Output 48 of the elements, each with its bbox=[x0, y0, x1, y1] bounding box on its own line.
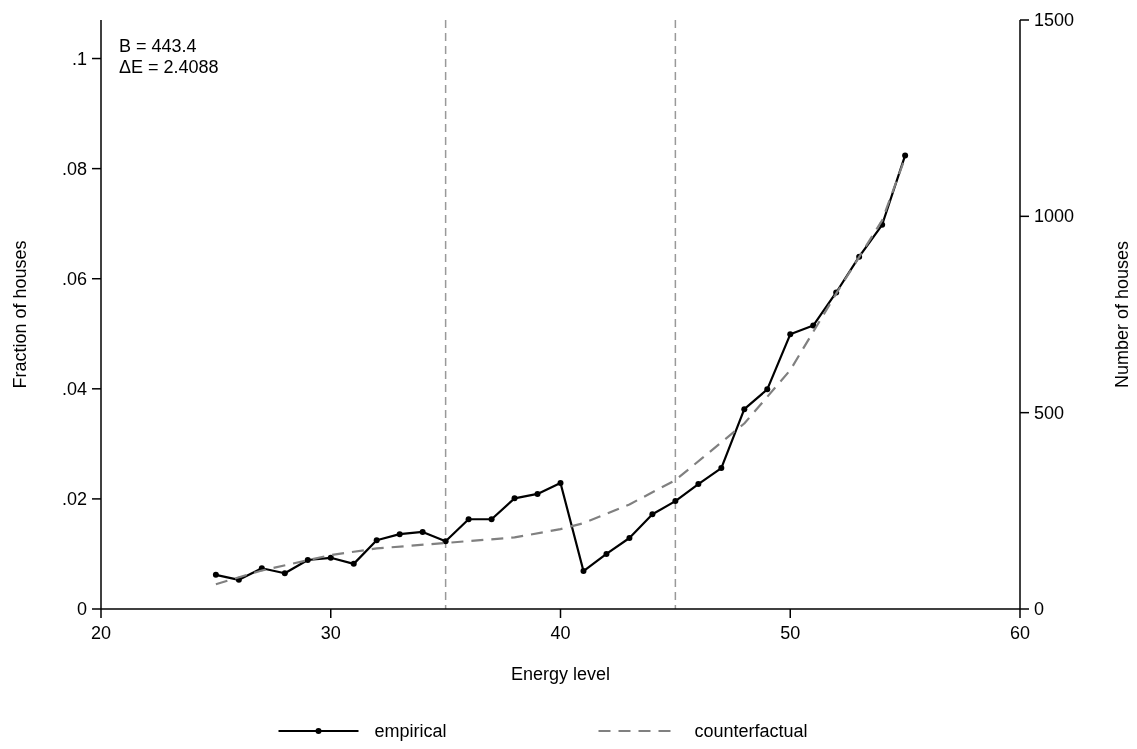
y2-tick-label: 1000 bbox=[1034, 206, 1075, 227]
point bbox=[902, 152, 909, 159]
y-tick-label: .02 bbox=[61, 488, 87, 509]
point bbox=[304, 557, 311, 564]
point bbox=[511, 495, 518, 502]
point bbox=[212, 571, 219, 578]
x-tick-label: 20 bbox=[90, 623, 112, 643]
point bbox=[327, 554, 334, 561]
x-axis-title: Energy level bbox=[510, 664, 611, 684]
point bbox=[741, 406, 748, 413]
y2-tick-label: 500 bbox=[1034, 402, 1065, 423]
point bbox=[281, 570, 288, 577]
y-tick-label: 0 bbox=[76, 599, 87, 619]
y2-axis-title: Number of houses bbox=[1112, 240, 1132, 389]
point bbox=[695, 481, 702, 488]
x-tick-label: 50 bbox=[780, 623, 801, 643]
point bbox=[373, 537, 380, 544]
point bbox=[672, 498, 679, 505]
annotation: ΔE = 2.4088 bbox=[119, 57, 219, 77]
point bbox=[764, 386, 771, 393]
point bbox=[649, 511, 656, 518]
point bbox=[603, 550, 610, 557]
y2-tick-label: 0 bbox=[1034, 599, 1045, 619]
y-tick-label: .1 bbox=[71, 48, 87, 69]
point bbox=[626, 534, 633, 541]
point bbox=[810, 322, 817, 329]
point bbox=[396, 531, 403, 538]
y-axis-title: Fraction of houses bbox=[10, 240, 30, 389]
legend-label: counterfactual bbox=[694, 721, 808, 741]
point bbox=[718, 465, 725, 472]
x-tick-label: 30 bbox=[320, 623, 341, 643]
y-tick-label: .08 bbox=[61, 158, 87, 179]
y-tick-label: .06 bbox=[61, 268, 87, 289]
point bbox=[442, 538, 449, 545]
y2-tick-label: 1500 bbox=[1034, 10, 1075, 30]
point bbox=[419, 528, 426, 535]
point bbox=[465, 516, 472, 523]
annotation: B = 443.4 bbox=[119, 36, 197, 56]
x-tick-label: 60 bbox=[1009, 623, 1031, 643]
point bbox=[534, 490, 541, 497]
x-tick-label: 40 bbox=[550, 623, 571, 643]
point bbox=[350, 560, 357, 567]
y-tick-label: .04 bbox=[61, 378, 87, 399]
point bbox=[488, 516, 495, 523]
legend-label: empirical bbox=[374, 721, 447, 741]
point bbox=[787, 331, 794, 338]
point bbox=[580, 568, 587, 575]
point bbox=[557, 479, 564, 486]
